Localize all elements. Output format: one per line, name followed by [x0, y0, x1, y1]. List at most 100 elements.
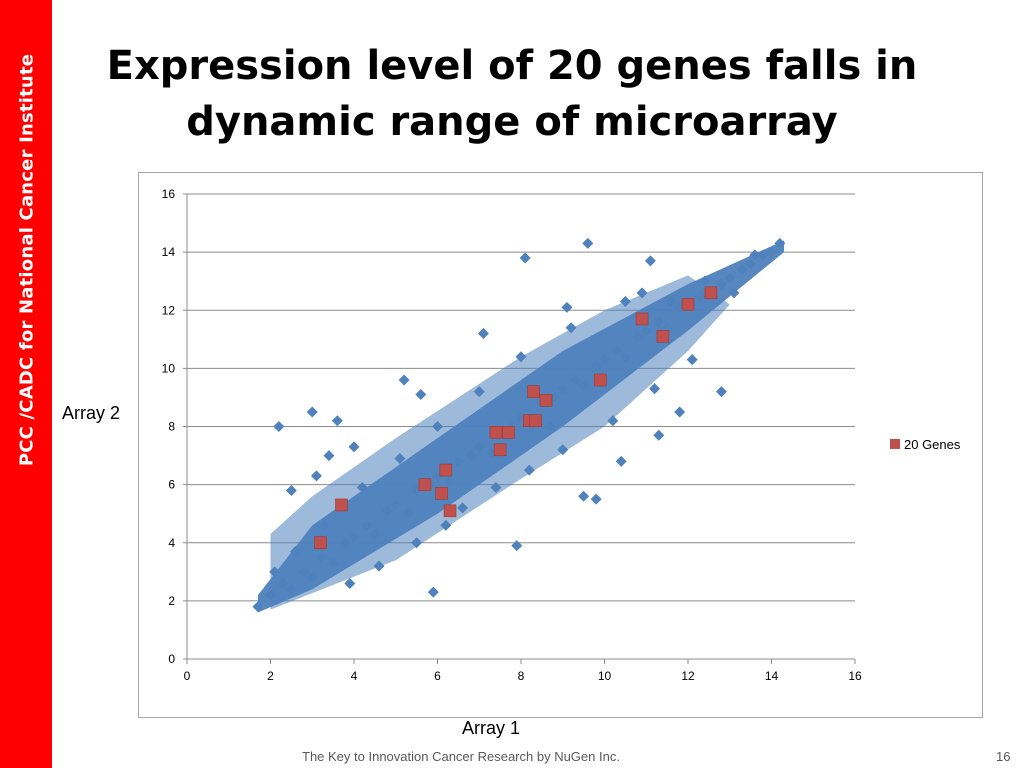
- twenty-gene-point: [502, 426, 515, 439]
- gene-point: [749, 249, 761, 261]
- twenty-gene-point: [489, 426, 503, 439]
- x-axis-label: Array 1: [462, 718, 521, 738]
- gene-point: [411, 537, 423, 549]
- twenty-gene-point: [443, 504, 457, 518]
- gene-point: [557, 444, 569, 456]
- scatter-chart: 0 2 4 6 8 10 12 14 16 0 2 4 6 8 10 12 14 16 20 Genes: [162, 187, 961, 683]
- sidebar-band: PCC /CADC for National Cancer Institute: [0, 0, 52, 768]
- gene-point: [557, 383, 569, 395]
- gene-point: [582, 237, 594, 249]
- gene-point: [674, 406, 686, 418]
- gene-point: [519, 252, 531, 264]
- gene-point: [427, 586, 439, 598]
- gene-point: [432, 421, 443, 432]
- gene-point: [373, 560, 385, 572]
- twenty-gene-point: [529, 414, 542, 427]
- gene-point: [394, 452, 406, 464]
- axes: 0 2 4 6 8 10 12 14 16 0 2 4 6 8 10 12 14 16: [162, 187, 862, 683]
- gene-point: [323, 450, 335, 462]
- gene-point: [327, 557, 339, 569]
- twenty-gene-point: [439, 463, 453, 477]
- gene-point: [774, 237, 786, 249]
- gene-point: [611, 345, 623, 357]
- gene-point: [578, 380, 590, 392]
- gene-point: [340, 537, 352, 549]
- gene-point: [724, 272, 736, 284]
- gene-point: [306, 406, 318, 418]
- gene-point: [561, 301, 573, 313]
- gene-point: [644, 255, 656, 267]
- gene-point: [590, 493, 602, 505]
- gene-point: [452, 455, 464, 467]
- gene-point: [398, 374, 410, 386]
- x-tick-label: 16: [848, 669, 862, 683]
- gene-point: [477, 328, 489, 339]
- gene-point: [515, 351, 527, 363]
- gene-point: [390, 499, 402, 511]
- legend-marker: [890, 439, 900, 449]
- gene-point: [565, 322, 577, 334]
- gene-point: [578, 490, 590, 502]
- gene-point: [319, 519, 331, 531]
- page-number: 16: [996, 749, 1011, 764]
- x-tick-label: 0: [184, 669, 191, 683]
- gene-point: [415, 389, 427, 401]
- gene-point: [699, 275, 711, 287]
- twenty-gene-point: [681, 298, 695, 311]
- slide-title-line-1: Expression level of 20 genes falls in: [106, 43, 918, 89]
- gene-point: [615, 455, 627, 467]
- y-tick-label: 16: [162, 187, 176, 201]
- gene-point: [653, 429, 665, 441]
- gene-point: [252, 601, 264, 613]
- gene-point: [511, 540, 523, 552]
- gene-point: [285, 484, 297, 496]
- footer-text: The Key to Innovation Cancer Research by…: [302, 749, 620, 764]
- gene-point: [381, 505, 393, 517]
- gene-point: [766, 246, 777, 258]
- gene-point: [465, 450, 477, 462]
- gene-point: [619, 351, 631, 363]
- gene-point: [757, 249, 769, 261]
- x-tick-label: 14: [765, 669, 779, 683]
- gene-point: [298, 566, 310, 578]
- y-tick-label: 2: [168, 594, 175, 608]
- x-tick-label: 2: [267, 669, 274, 683]
- x-tick-label: 6: [434, 669, 441, 683]
- gene-point: [290, 545, 302, 557]
- gene-point: [310, 470, 322, 482]
- twenty-gene-point: [314, 536, 327, 550]
- all-genes-outer-band: [270, 275, 730, 610]
- twenty-genes-series: [314, 286, 718, 550]
- twenty-gene-point: [335, 498, 348, 512]
- gene-point: [569, 374, 581, 386]
- gene-point: [728, 287, 740, 299]
- gene-point: [599, 354, 610, 366]
- gene-point: [361, 519, 373, 531]
- gene-point: [348, 441, 360, 453]
- gene-point: [277, 577, 289, 589]
- gene-point: [745, 258, 757, 270]
- gene-point: [285, 583, 297, 595]
- gene-point: [265, 589, 276, 601]
- slide-title-line-2: dynamic range of microarray: [186, 99, 838, 145]
- twenty-gene-point: [594, 373, 607, 387]
- slide-title: Expression level of 20 genes falls in dy…: [70, 38, 954, 150]
- chart-frame: 0 2 4 6 8 10 12 14 16 0 2 4 6 8 10 12 14 16 20 Genes: [138, 172, 983, 718]
- gene-point: [473, 386, 485, 398]
- twenty-gene-point: [527, 385, 540, 398]
- gene-point: [306, 572, 318, 584]
- gene-point: [640, 325, 652, 337]
- y-tick-label: 8: [168, 420, 175, 434]
- gene-point: [715, 386, 727, 398]
- gene-point: [607, 415, 619, 427]
- gene-point: [636, 287, 648, 299]
- gene-point: [402, 508, 414, 520]
- gene-point: [344, 577, 356, 589]
- sidebar-label: PCC /CADC for National Cancer Institute: [16, 53, 38, 467]
- x-tick-label: 8: [518, 669, 525, 683]
- y-tick-label: 0: [168, 652, 175, 666]
- gene-point: [665, 296, 677, 308]
- gene-point: [269, 566, 281, 578]
- legend: 20 Genes: [890, 437, 961, 452]
- x-tick-label: 12: [681, 669, 695, 683]
